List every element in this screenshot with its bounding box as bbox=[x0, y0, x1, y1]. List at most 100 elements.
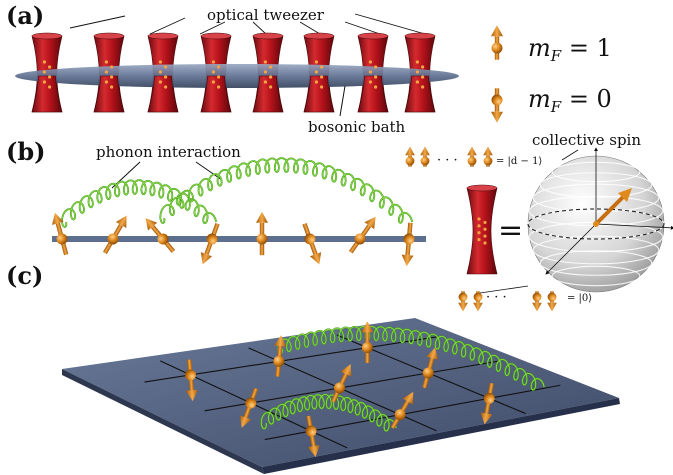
tweezer-front-part bbox=[147, 60, 179, 113]
ket-bottom-leader bbox=[479, 285, 529, 294]
collective-spin-leader bbox=[561, 149, 579, 161]
spin-arrow bbox=[361, 321, 374, 363]
spin-arrow bbox=[256, 211, 268, 256]
phonon-springs-2d bbox=[260, 325, 546, 432]
atom bbox=[415, 60, 419, 64]
atom bbox=[158, 60, 162, 64]
bloch-sphere bbox=[527, 147, 673, 293]
collective-spin-vector bbox=[593, 188, 632, 227]
spin-arrow bbox=[184, 359, 198, 402]
atom bbox=[158, 70, 162, 74]
spin-arrow bbox=[348, 216, 376, 254]
atom bbox=[477, 237, 481, 242]
atom bbox=[211, 80, 215, 84]
spin-chain-1d bbox=[52, 211, 415, 267]
spin-lattice-2d bbox=[184, 321, 495, 457]
atom bbox=[477, 217, 481, 221]
atom bbox=[164, 65, 168, 69]
equals-sign: = bbox=[498, 213, 523, 248]
spin-up-icon bbox=[491, 25, 503, 60]
atom bbox=[104, 70, 108, 74]
atom bbox=[374, 65, 378, 69]
legend-down-value: = 0 bbox=[561, 85, 612, 113]
equator bbox=[527, 208, 665, 240]
atom bbox=[374, 75, 378, 79]
tweezer-front-part bbox=[200, 60, 232, 113]
atom bbox=[269, 65, 273, 69]
collective-spin-label: collective spin bbox=[532, 131, 641, 149]
spin-up-small bbox=[420, 146, 430, 167]
spin-up-arrow bbox=[491, 25, 503, 60]
tweezer-front-part bbox=[93, 60, 125, 113]
spin-arrow bbox=[422, 347, 439, 389]
atom bbox=[368, 80, 372, 84]
ket-bottom-dots: · · · bbox=[486, 290, 507, 305]
atom bbox=[42, 80, 47, 84]
spin-up-small bbox=[483, 146, 493, 167]
spin-arrow bbox=[52, 212, 69, 256]
phonon-springs-1d bbox=[61, 157, 414, 229]
big-optical-tweezer bbox=[466, 184, 498, 275]
atom bbox=[110, 85, 114, 89]
spin-down-small bbox=[532, 291, 542, 312]
phonon-spring-short bbox=[61, 179, 218, 229]
spin-arrow bbox=[390, 391, 414, 430]
tweezer-front-part bbox=[404, 60, 436, 113]
spin-arrow bbox=[401, 222, 415, 267]
atom bbox=[421, 65, 425, 69]
atom bbox=[477, 224, 481, 228]
atom bbox=[314, 70, 318, 74]
atom bbox=[217, 85, 221, 89]
legend-up-symbol: m bbox=[528, 34, 551, 62]
spin-down-icon bbox=[491, 88, 503, 123]
single-tweezer-icon bbox=[466, 184, 498, 275]
atom bbox=[269, 75, 273, 79]
atom bbox=[104, 60, 108, 64]
atom bbox=[368, 70, 372, 74]
atom bbox=[269, 85, 273, 89]
tweezer-front-part bbox=[357, 60, 389, 113]
phonon-spring-long bbox=[159, 157, 414, 225]
panel-a-label: (a) bbox=[6, 1, 44, 30]
atom bbox=[217, 65, 221, 69]
spin-up-small bbox=[467, 146, 477, 167]
atom bbox=[483, 234, 487, 238]
spin-down-arrow bbox=[491, 88, 503, 123]
atom bbox=[263, 70, 267, 74]
atom bbox=[477, 231, 481, 235]
spin-down-small bbox=[473, 291, 483, 312]
phonon-spring-2d-short bbox=[260, 393, 398, 432]
tweezer-front-part bbox=[303, 60, 335, 113]
spin-down-small bbox=[547, 291, 557, 312]
atom bbox=[415, 70, 419, 74]
phonon-spring-2d-long bbox=[277, 325, 546, 392]
atom bbox=[320, 75, 324, 79]
atom bbox=[48, 65, 52, 69]
atom bbox=[211, 60, 215, 64]
legend-down-subscript: F bbox=[550, 98, 562, 116]
tweezer-label-leaders bbox=[69, 13, 426, 35]
atom bbox=[421, 75, 425, 79]
y-axis bbox=[595, 223, 673, 230]
optical-tweezer-label: optical tweezer bbox=[207, 6, 325, 24]
atom bbox=[374, 85, 378, 89]
atom bbox=[110, 75, 114, 79]
atom bbox=[314, 60, 318, 64]
spin-down-small bbox=[458, 291, 468, 312]
ket-top-label: = |d − 1⟩ bbox=[496, 156, 542, 167]
spin-arrow bbox=[273, 335, 287, 377]
x-axis bbox=[545, 223, 597, 275]
svg-text:mF = 0: mF = 0 bbox=[528, 85, 612, 116]
atom bbox=[164, 85, 168, 89]
phonon-interaction-label: phonon interaction bbox=[96, 143, 241, 161]
atom bbox=[421, 85, 425, 89]
atom bbox=[415, 80, 419, 84]
tweezer-front-part bbox=[252, 60, 284, 113]
atom bbox=[320, 65, 324, 69]
tweezer-array-front bbox=[31, 60, 436, 113]
spin-arrow bbox=[305, 415, 320, 457]
spin-arrow bbox=[102, 215, 127, 255]
ket-bottom-label: = |0⟩ bbox=[567, 293, 592, 304]
ket-bottom-row bbox=[458, 291, 557, 312]
